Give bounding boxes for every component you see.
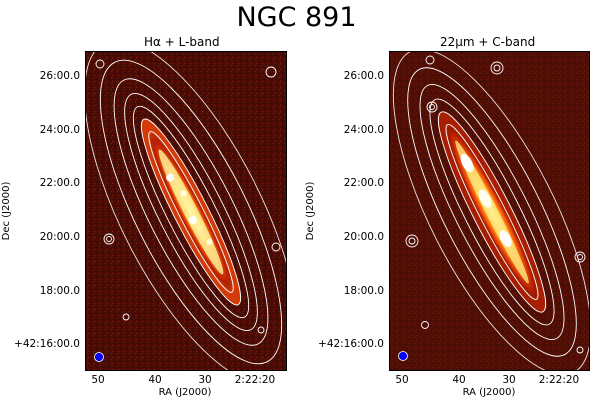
left-xtick: 40 [148, 374, 162, 386]
figure-title: NGC 891 [236, 2, 357, 33]
left-ytick: 24:00.0 [39, 124, 80, 136]
halpha-lband-image [86, 52, 286, 370]
left-image-panel [85, 51, 287, 371]
left-ytick: 18:00.0 [39, 285, 80, 297]
left-y-axis-label: Dec (J2000) [1, 181, 12, 241]
left-ytick: 22:00.0 [39, 177, 80, 189]
right-xtick: 50 [395, 374, 409, 386]
left-ytick: +42:16:00.0 [14, 338, 80, 350]
left-ytick: 26:00.0 [39, 70, 80, 82]
right-xtick: 40 [452, 374, 466, 386]
right-panel-title: 22μm + C-band [440, 35, 536, 49]
left-xtick: 50 [91, 374, 105, 386]
right-ytick: 18:00.0 [343, 285, 384, 297]
right-y-axis-label: Dec (J2000) [305, 181, 316, 241]
left-ytick: 20:00.0 [39, 231, 80, 243]
right-xtick: 2:22:20 [538, 374, 580, 386]
right-x-axis-label: RA (J2000) [462, 387, 516, 398]
right-image-panel [389, 51, 590, 371]
left-x-axis-label: RA (J2000) [158, 387, 212, 398]
left-panel-title: Hα + L-band [144, 35, 220, 49]
right-ytick: 20:00.0 [343, 231, 384, 243]
22um-cband-image [390, 52, 589, 370]
right-ytick: 24:00.0 [343, 124, 384, 136]
right-ytick: 22:00.0 [343, 177, 384, 189]
left-xtick: 2:22:20 [234, 374, 276, 386]
right-xtick: 30 [502, 374, 516, 386]
right-ytick: 26:00.0 [343, 70, 384, 82]
left-xtick: 30 [198, 374, 212, 386]
right-ytick: +42:16:00.0 [318, 338, 384, 350]
